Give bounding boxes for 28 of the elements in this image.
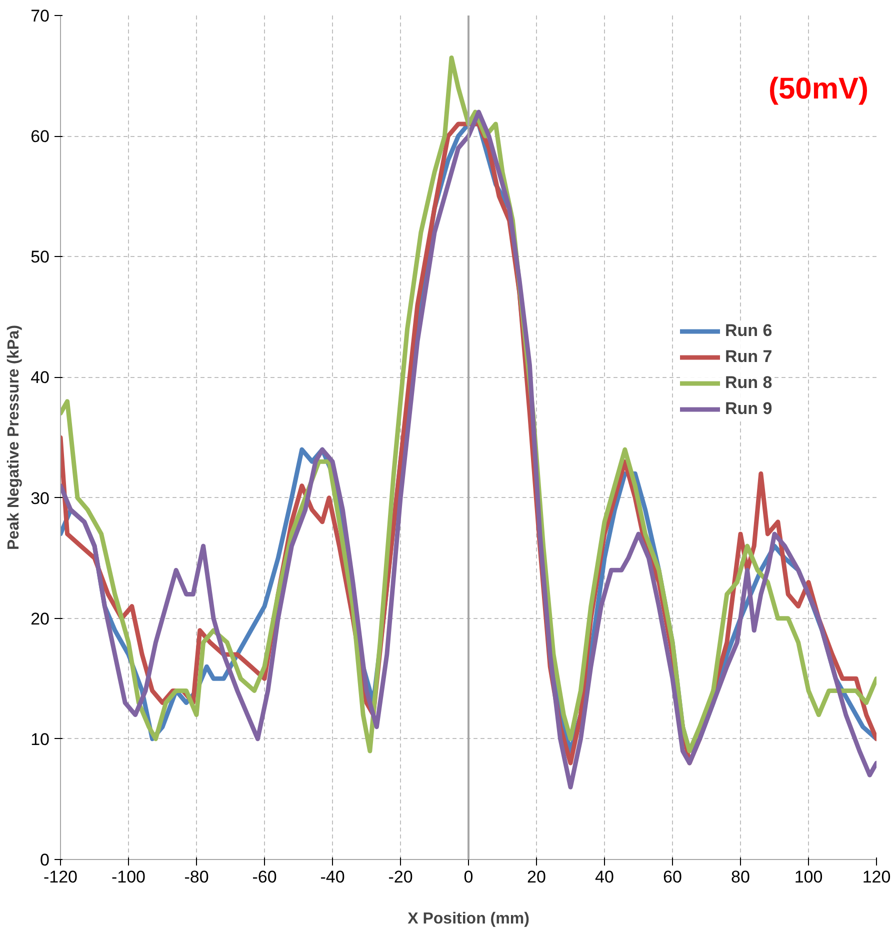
x-tick-label: -100 xyxy=(111,868,146,886)
x-tick-label: 40 xyxy=(595,868,614,886)
legend-label: Run 7 xyxy=(725,347,772,367)
y-tick-label: 50 xyxy=(30,248,50,267)
x-axis-title: X Position (mm) xyxy=(408,910,530,928)
x-tick-label: -80 xyxy=(184,868,209,886)
y-tick-label: 40 xyxy=(30,368,50,388)
legend-label: Run 9 xyxy=(725,399,772,419)
x-tick-label: -120 xyxy=(43,868,78,886)
legend-label: Run 6 xyxy=(725,321,772,341)
x-tick-label: -40 xyxy=(320,868,345,886)
legend-label: Run 8 xyxy=(725,373,772,393)
y-tick-label: 60 xyxy=(30,127,50,146)
x-tick-label: -20 xyxy=(388,868,413,886)
x-tick-label: 20 xyxy=(527,868,546,886)
y-tick-label: 0 xyxy=(40,850,50,870)
y-tick-label: 20 xyxy=(30,609,50,628)
x-tick-label: -60 xyxy=(252,868,277,886)
y-axis-title: Peak Negative Pressure (kPa) xyxy=(6,324,23,550)
y-tick-label: 10 xyxy=(30,730,50,749)
annotation: (50mV) xyxy=(768,72,869,106)
x-tick-label: 80 xyxy=(731,868,750,886)
y-tick-label: 30 xyxy=(30,488,50,508)
x-tick-label: 0 xyxy=(464,868,474,886)
x-tick-label: 120 xyxy=(862,868,891,886)
x-tick-label: 60 xyxy=(663,868,682,886)
y-tick-label: 70 xyxy=(30,6,50,26)
x-tick-label: 100 xyxy=(794,868,823,886)
